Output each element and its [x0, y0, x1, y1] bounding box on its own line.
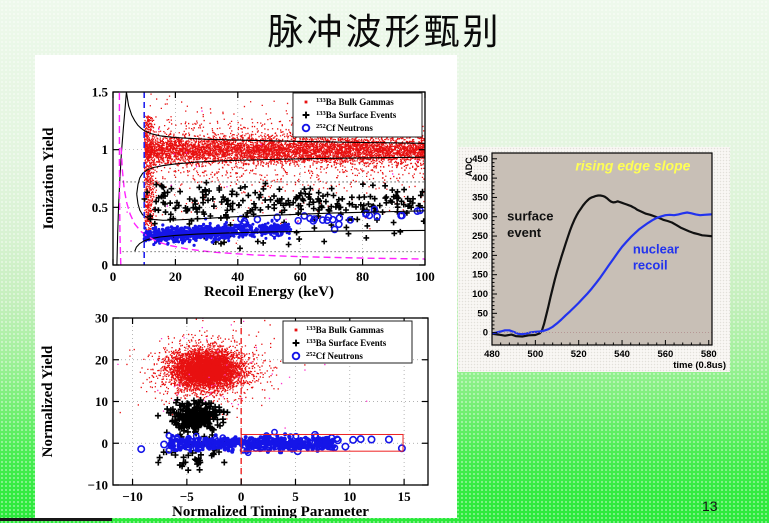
- svg-text:20: 20: [169, 269, 182, 284]
- ionization-yield-vs-recoil-energy: 0 20 40 60 80 100 0 0.5 1 1.5 Recoil Energy (keV) I…: [41, 85, 435, 301]
- svg-text:480: 480: [484, 349, 500, 360]
- svg-text:133Ba Bulk Gammas: 133Ba Bulk Gammas: [316, 97, 394, 107]
- svg-text:450: 450: [472, 154, 488, 165]
- svg-text:150: 150: [472, 270, 488, 281]
- slide-title: 脉冲波形甄别: [267, 12, 502, 52]
- tick-labels: 0 20 40 60 80 100 0 0.5 1 1.5: [92, 85, 435, 285]
- svg-text:520: 520: [571, 349, 587, 360]
- plot-data: [116, 92, 425, 265]
- axis-labels: time (0.8us) ADC: [464, 157, 726, 371]
- svg-text:rising edge slope: rising edge slope: [575, 157, 690, 173]
- svg-text:event: event: [507, 225, 542, 240]
- svg-text:350: 350: [472, 192, 488, 203]
- plot-data: [117, 318, 406, 485]
- axis-ticks: [491, 158, 710, 345]
- svg-text:Normalized Timing Parameter: Normalized Timing Parameter: [172, 504, 369, 518]
- svg-text:50: 50: [477, 308, 488, 319]
- pulse-plot-panel: 480 500 520 540 560 580 0 50 100 150 200 250 300 350 4…: [458, 147, 730, 372]
- svg-text:0: 0: [110, 269, 117, 284]
- svg-text:540: 540: [614, 349, 630, 360]
- scatter-plots-panel: 0 20 40 60 80 100 0 0.5 1 1.5 Recoil Energy (keV) I…: [35, 55, 457, 518]
- svg-text:252Cf Neutrons: 252Cf Neutrons: [306, 351, 363, 361]
- svg-text:0: 0: [483, 328, 488, 339]
- page-number: 13: [702, 498, 718, 514]
- svg-text:580: 580: [701, 349, 717, 360]
- tick-labels: 480 500 520 540 560 580 0 50 100 150 200 250 300 350 4…: [472, 154, 717, 360]
- svg-text:0: 0: [102, 258, 109, 273]
- svg-text:Recoil Energy (keV): Recoil Energy (keV): [204, 284, 334, 300]
- svg-text:20: 20: [95, 352, 108, 367]
- svg-text:200: 200: [472, 250, 488, 261]
- axis-labels: Recoil Energy (keV) Ionization Yield: [41, 127, 334, 300]
- plot-data: [492, 194, 712, 338]
- svg-text:80: 80: [356, 269, 369, 284]
- svg-text:30: 30: [95, 311, 108, 326]
- slide-footer-line: [0, 518, 112, 521]
- svg-text:100: 100: [472, 289, 488, 300]
- legend: 133Ba Bulk Gammas 133Ba Surface Events 252…: [282, 320, 413, 364]
- svg-text:−5: −5: [180, 489, 194, 504]
- svg-text:1: 1: [102, 142, 109, 157]
- svg-text:133Ba Surface Events: 133Ba Surface Events: [316, 110, 397, 120]
- svg-text:133Ba Bulk Gammas: 133Ba Bulk Gammas: [306, 325, 384, 335]
- svg-text:0: 0: [238, 489, 245, 504]
- svg-text:Normalized Yield: Normalized Yield: [40, 345, 56, 457]
- pulse-rising-edge-slope: 480 500 520 540 560 580 0 50 100 150 200 250 300 350 4…: [464, 152, 726, 371]
- svg-text:1.5: 1.5: [92, 85, 109, 100]
- svg-text:560: 560: [657, 349, 673, 360]
- svg-text:nuclear: nuclear: [633, 241, 679, 256]
- svg-text:−10: −10: [122, 489, 142, 504]
- series-surface-event: [492, 194, 712, 338]
- svg-text:0.5: 0.5: [92, 200, 109, 215]
- tick-labels: −10 −5 0 5 10 15 −10 0 10 20 30: [88, 311, 412, 505]
- svg-text:surface: surface: [507, 209, 553, 224]
- svg-text:10: 10: [95, 394, 108, 409]
- svg-text:252Cf Neutrons: 252Cf Neutrons: [316, 123, 373, 133]
- svg-text:Ionization Yield: Ionization Yield: [41, 127, 57, 229]
- svg-text:60: 60: [294, 269, 307, 284]
- svg-text:300: 300: [472, 212, 488, 223]
- svg-text:ADC: ADC: [464, 157, 474, 177]
- axis-labels: Normalized Timing Parameter Normalized Yi…: [40, 345, 369, 518]
- svg-text:500: 500: [527, 349, 543, 360]
- pulse-shape-chart: 480 500 520 540 560 580 0 50 100 150 200 250 300 350 4…: [464, 152, 726, 371]
- svg-text:10: 10: [343, 489, 356, 504]
- svg-text:40: 40: [231, 269, 244, 284]
- normalized-yield-vs-timing-parameter: −10 −5 0 5 10 15 −10 0 10 20 30 Normalized Timing P…: [40, 311, 429, 518]
- svg-text:recoil: recoil: [633, 258, 668, 273]
- svg-text:133Ba Surface Events: 133Ba Surface Events: [306, 338, 387, 348]
- svg-text:time (0.8us): time (0.8us): [673, 360, 726, 371]
- svg-text:400: 400: [472, 173, 488, 184]
- svg-text:0: 0: [102, 436, 109, 451]
- svg-text:250: 250: [472, 231, 488, 242]
- legend: 133Ba Bulk Gammas 133Ba Surface Events 252…: [292, 92, 423, 138]
- svg-text:−10: −10: [88, 478, 108, 493]
- svg-text:100: 100: [415, 269, 435, 284]
- svg-text:5: 5: [292, 489, 299, 504]
- svg-text:15: 15: [398, 489, 412, 504]
